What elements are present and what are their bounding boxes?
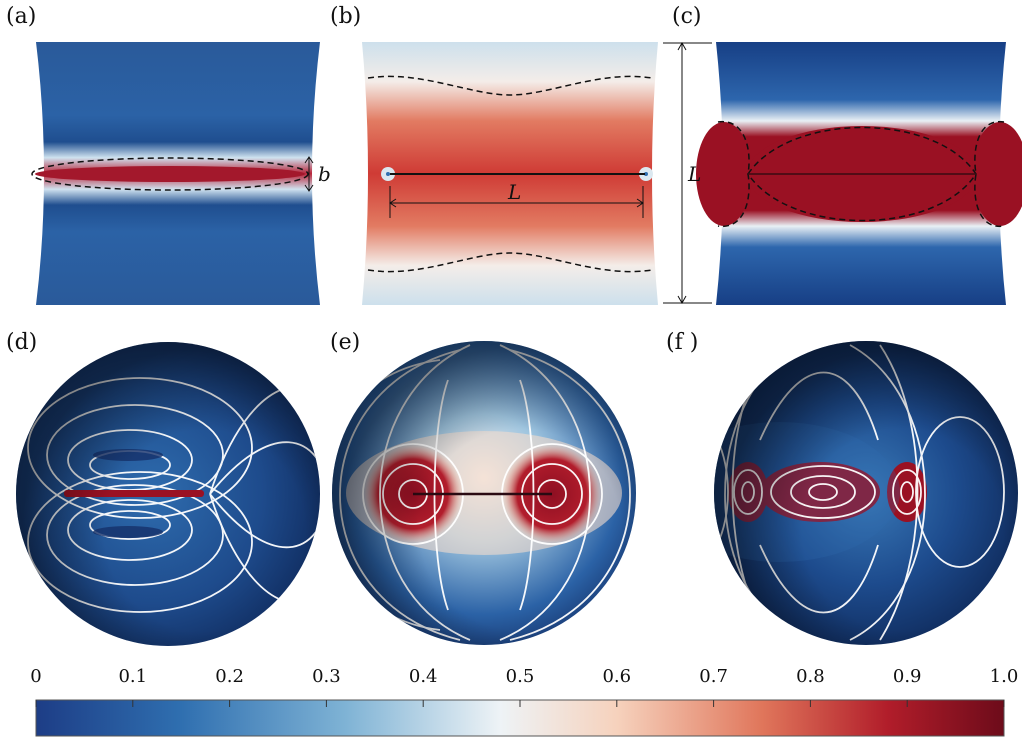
colorbar-tick-label: 0.1	[118, 666, 148, 687]
colorbar-tick-label: 0.9	[892, 666, 922, 687]
panel-label-f: (f )	[666, 330, 699, 355]
panel-a-width-marker	[304, 156, 314, 192]
colorbar-tick-label: 0.7	[699, 666, 728, 687]
panel-label-d: (d)	[6, 330, 38, 355]
colorbar-tick-label: 0.2	[215, 666, 244, 687]
colorbar-tick-label: 0	[30, 666, 42, 687]
panel-c-field	[696, 42, 1022, 305]
panel-b-length-marker	[389, 186, 644, 218]
width-label-b: b	[318, 162, 331, 186]
colorbar-tick-label: 0.6	[602, 666, 632, 687]
length-label-inner: L	[508, 180, 522, 204]
colorbar-tick-label: 1.0	[989, 666, 1019, 687]
length-label-outer: L	[688, 162, 702, 186]
panel-label-a: (a)	[6, 4, 37, 29]
panel-b-field	[362, 42, 658, 305]
panel-d-sphere	[16, 342, 320, 646]
outer-length-marker	[663, 41, 712, 305]
panel-label-e: (e)	[330, 330, 361, 355]
colorbar-tick-label: 0.4	[408, 666, 438, 687]
panel-f-sphere	[714, 341, 1018, 645]
panel-a-field	[31, 42, 320, 305]
colorbar-tick-label: 0.8	[796, 666, 825, 687]
colorbar-tick-label: 0.3	[312, 666, 341, 687]
panel-label-c: (c)	[672, 4, 702, 29]
colorbar-tick-label: 0.5	[505, 666, 535, 687]
panel-label-b: (b)	[330, 4, 362, 29]
colorbar	[35, 699, 1005, 737]
panel-e-sphere	[332, 341, 636, 645]
